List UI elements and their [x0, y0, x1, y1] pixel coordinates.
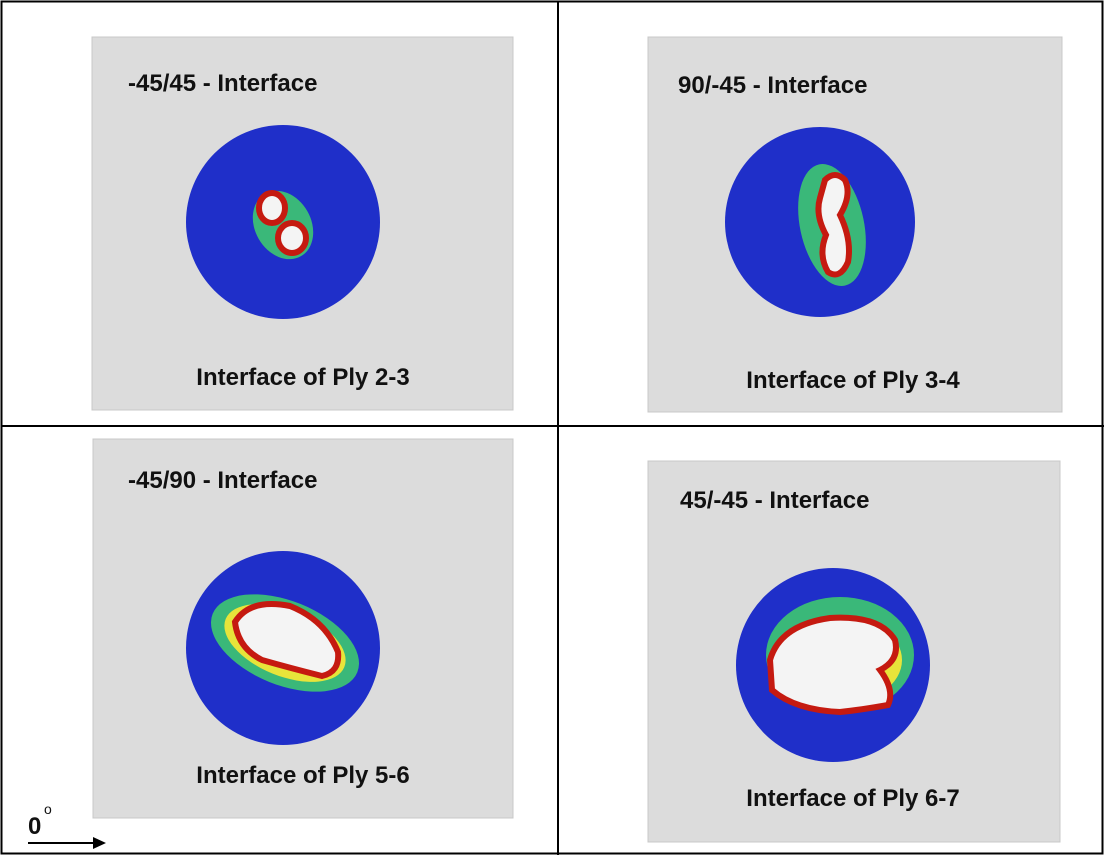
damage-zone: [815, 172, 852, 278]
damage-zone: [256, 190, 288, 226]
panel: 90/-45 - Interface Interface of Ply 3-4: [647, 36, 1063, 413]
orientation-angle: 0: [28, 813, 41, 840]
panel-title: 90/-45 - Interface: [678, 72, 867, 99]
panel: 45/-45 - Interface Interface of Ply 6-7: [647, 460, 1061, 843]
damage-zone: [231, 601, 342, 680]
damage-zone: [766, 614, 899, 716]
panel-title: -45/90 - Interface: [128, 467, 317, 494]
panel-title: -45/45 - Interface: [128, 70, 317, 97]
panel: -45/45 - Interface Interface of Ply 2-3: [91, 36, 514, 411]
panel-caption: Interface of Ply 2-3: [196, 364, 409, 391]
orientation-indicator: 0 o: [28, 801, 106, 849]
panel-title: 45/-45 - Interface: [680, 487, 869, 514]
panel-caption: Interface of Ply 6-7: [746, 785, 959, 812]
panel: -45/90 - Interface Interface of Ply 5-6: [92, 438, 514, 819]
damage-zone: [275, 220, 309, 256]
orientation-arrowhead: [93, 837, 106, 849]
panel-caption: Interface of Ply 5-6: [196, 762, 409, 789]
orientation-degree: o: [44, 801, 52, 817]
panel-caption: Interface of Ply 3-4: [746, 367, 960, 394]
